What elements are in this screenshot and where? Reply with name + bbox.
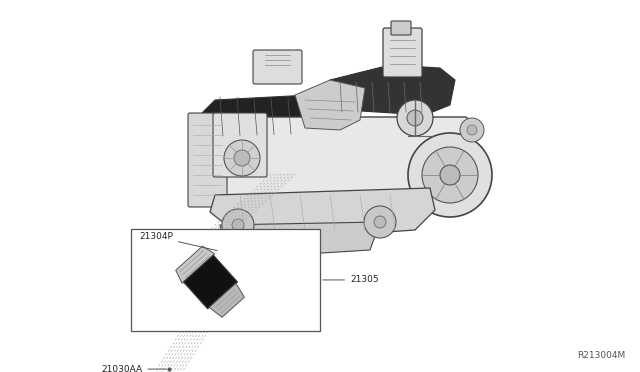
FancyBboxPatch shape <box>383 28 422 77</box>
FancyBboxPatch shape <box>391 21 411 35</box>
FancyBboxPatch shape <box>253 50 302 84</box>
Circle shape <box>232 219 244 231</box>
Circle shape <box>397 100 433 136</box>
Circle shape <box>222 209 254 241</box>
Circle shape <box>374 216 386 228</box>
Text: R213004M: R213004M <box>577 351 625 360</box>
Polygon shape <box>200 95 320 138</box>
Text: 21030AA: 21030AA <box>101 365 166 372</box>
Circle shape <box>364 206 396 238</box>
Circle shape <box>422 147 478 203</box>
FancyBboxPatch shape <box>213 113 267 177</box>
Bar <box>131 229 320 331</box>
Polygon shape <box>210 188 435 238</box>
Text: 21030A: 21030A <box>0 371 1 372</box>
Polygon shape <box>209 283 244 317</box>
Circle shape <box>408 133 492 217</box>
Polygon shape <box>328 65 455 115</box>
Polygon shape <box>295 80 365 130</box>
Circle shape <box>467 125 477 135</box>
Circle shape <box>224 140 260 176</box>
FancyBboxPatch shape <box>212 117 468 203</box>
Polygon shape <box>220 222 380 255</box>
Circle shape <box>460 118 484 142</box>
Circle shape <box>234 150 250 166</box>
FancyBboxPatch shape <box>188 113 227 207</box>
Text: 21305: 21305 <box>323 275 379 285</box>
Polygon shape <box>176 246 215 283</box>
Text: 21304P: 21304P <box>140 232 217 251</box>
Polygon shape <box>184 255 237 309</box>
Circle shape <box>407 110 423 126</box>
Circle shape <box>440 165 460 185</box>
